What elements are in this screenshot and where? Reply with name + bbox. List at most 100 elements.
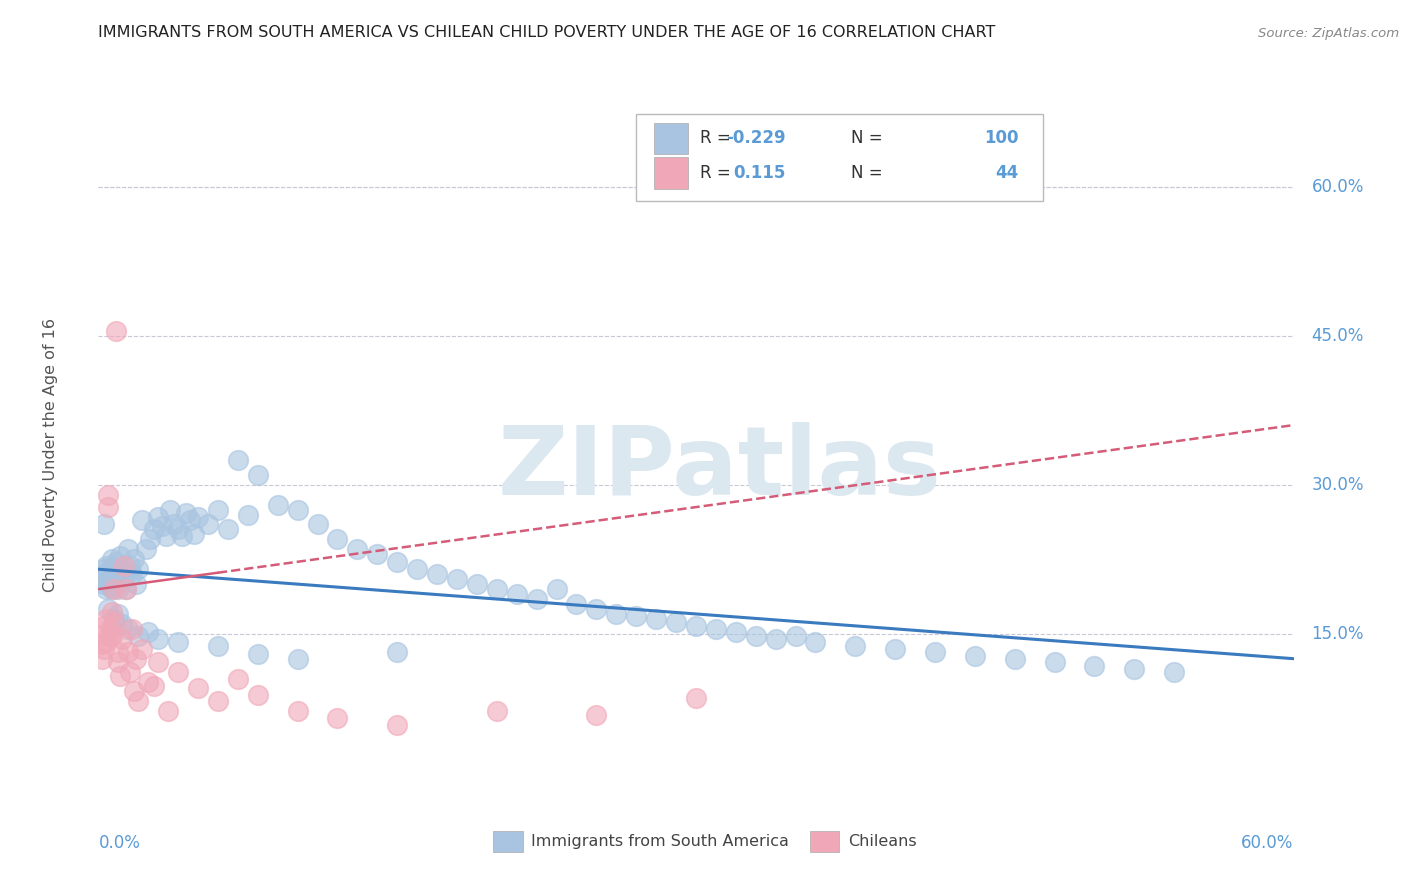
Point xyxy=(884,641,907,656)
Point xyxy=(148,632,170,646)
FancyBboxPatch shape xyxy=(654,158,688,189)
Point xyxy=(526,592,548,607)
Text: N =: N = xyxy=(852,129,883,147)
Point xyxy=(1163,665,1185,679)
Point xyxy=(103,582,125,596)
Point xyxy=(111,632,134,646)
Point xyxy=(506,587,529,601)
Point xyxy=(155,529,177,543)
Text: 60.0%: 60.0% xyxy=(1241,834,1294,852)
Point xyxy=(89,629,111,643)
Point xyxy=(174,506,197,520)
Point xyxy=(665,615,688,629)
Point xyxy=(131,641,153,656)
Point xyxy=(121,567,143,582)
Point xyxy=(93,641,115,656)
Point xyxy=(103,615,125,629)
Text: 30.0%: 30.0% xyxy=(1312,475,1364,494)
Point xyxy=(217,523,239,537)
Point xyxy=(287,502,309,516)
Point xyxy=(685,619,707,633)
Text: R =: R = xyxy=(700,129,730,147)
Point xyxy=(804,634,827,648)
Point xyxy=(96,612,118,626)
Point xyxy=(246,647,269,661)
FancyBboxPatch shape xyxy=(810,830,839,852)
Point xyxy=(1083,658,1105,673)
Point xyxy=(585,708,607,723)
Point xyxy=(346,542,368,557)
Point xyxy=(98,629,122,643)
Point xyxy=(307,517,329,532)
Point xyxy=(101,629,124,643)
Point xyxy=(136,674,159,689)
Point xyxy=(97,500,120,514)
Point xyxy=(117,542,139,557)
Point xyxy=(107,645,129,659)
Point xyxy=(485,582,508,596)
Point xyxy=(366,547,388,561)
Point xyxy=(105,579,128,593)
Point xyxy=(1043,655,1066,669)
Point xyxy=(93,577,115,591)
Text: 44: 44 xyxy=(995,164,1019,182)
Point xyxy=(167,665,190,679)
Point xyxy=(96,634,118,648)
Point xyxy=(246,467,269,482)
Point xyxy=(426,567,449,582)
Point xyxy=(785,629,807,643)
Point xyxy=(97,488,120,502)
FancyBboxPatch shape xyxy=(637,114,1043,201)
Point xyxy=(101,552,124,566)
Point xyxy=(226,453,249,467)
Point xyxy=(645,612,668,626)
Point xyxy=(97,575,120,590)
Point xyxy=(127,629,149,643)
Point xyxy=(1004,651,1026,665)
Point xyxy=(385,555,409,569)
Point xyxy=(117,645,139,659)
Point xyxy=(107,655,129,669)
Point xyxy=(724,624,747,639)
Point xyxy=(546,582,568,596)
Point xyxy=(179,512,201,526)
Point xyxy=(97,602,120,616)
Point xyxy=(98,579,122,593)
Point xyxy=(236,508,259,522)
FancyBboxPatch shape xyxy=(494,830,523,852)
Point xyxy=(585,602,607,616)
Text: Chileans: Chileans xyxy=(848,833,917,848)
Point xyxy=(143,523,166,537)
Point xyxy=(183,527,205,541)
Point xyxy=(125,651,148,665)
Point xyxy=(287,704,309,718)
Point xyxy=(101,582,124,596)
Point xyxy=(143,679,166,693)
Point xyxy=(226,672,249,686)
Point xyxy=(963,648,986,663)
Point xyxy=(115,582,138,596)
Point xyxy=(163,517,186,532)
Point xyxy=(110,668,132,682)
Point xyxy=(91,637,114,651)
Point xyxy=(139,533,162,547)
Text: ZIPatlas: ZIPatlas xyxy=(498,422,942,516)
Text: N =: N = xyxy=(852,164,883,182)
Text: 100: 100 xyxy=(984,129,1019,147)
Point xyxy=(103,559,125,574)
Point xyxy=(136,624,159,639)
Point xyxy=(120,559,142,574)
Point xyxy=(112,572,135,586)
Point xyxy=(121,622,143,636)
Point xyxy=(120,665,142,679)
Point xyxy=(105,324,128,338)
Point xyxy=(150,519,173,533)
Point xyxy=(406,562,429,576)
Point xyxy=(107,607,129,621)
Point xyxy=(117,622,139,636)
Point xyxy=(326,711,349,725)
Point xyxy=(124,552,146,566)
Point xyxy=(187,509,209,524)
Point xyxy=(93,517,115,532)
Text: 15.0%: 15.0% xyxy=(1312,624,1364,643)
